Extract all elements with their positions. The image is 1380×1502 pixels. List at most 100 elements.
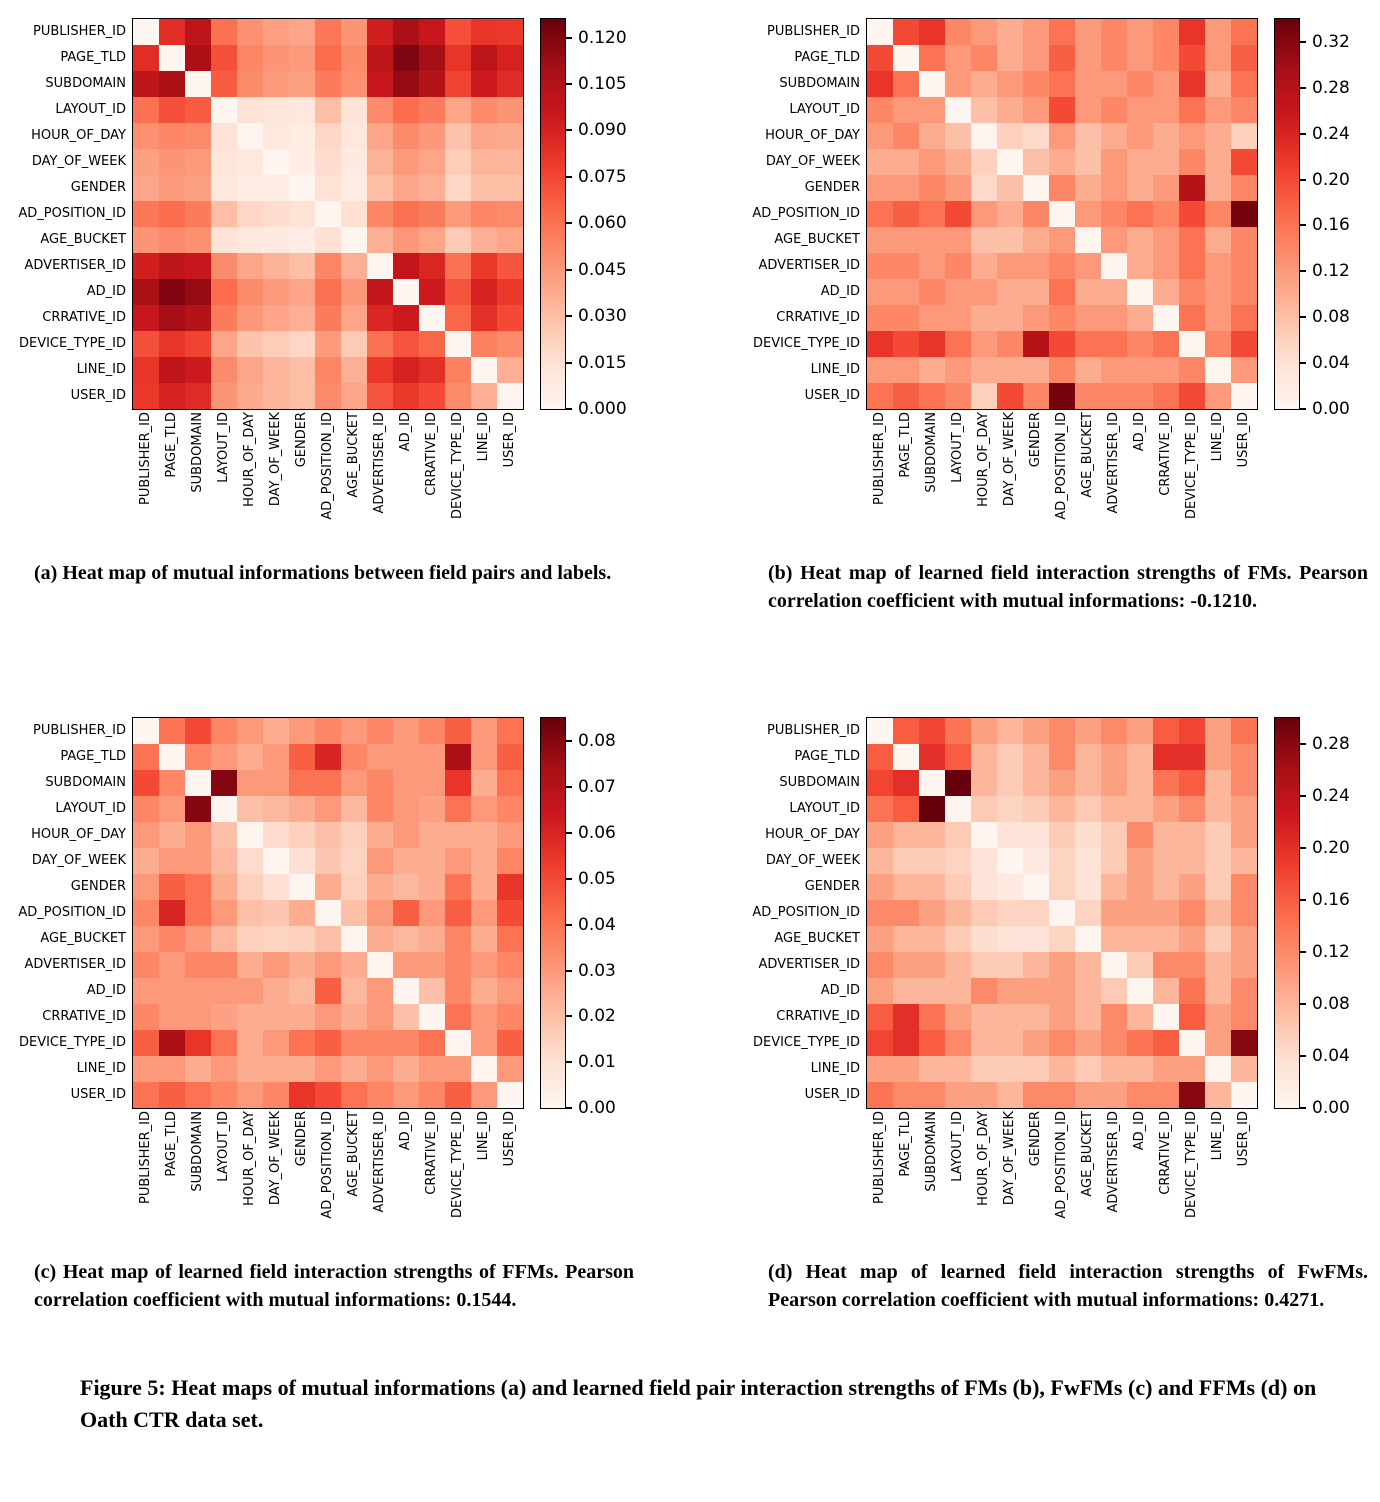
heatmap-cell (1075, 123, 1101, 149)
heatmap-cell (445, 1056, 471, 1083)
heatmap-cell (393, 331, 419, 357)
x-axis-label: GENDER (289, 412, 315, 532)
x-axis-label-text: ADVERTISER_ID (372, 1111, 387, 1213)
heatmap-cell (1075, 1004, 1101, 1031)
heatmap-cell (419, 1056, 445, 1083)
heatmap-cell (263, 227, 289, 253)
heatmap-cell (159, 227, 185, 253)
heatmap-cell (1179, 926, 1205, 953)
heatmap-cell (919, 123, 945, 149)
heatmap-cell (1049, 796, 1075, 823)
heatmap-cell (945, 1056, 971, 1083)
heatmap-cell (341, 227, 367, 253)
heatmap-cell (919, 952, 945, 979)
heatmap-cell (945, 744, 971, 771)
heatmap-cell (867, 978, 893, 1005)
heatmap-cell (997, 123, 1023, 149)
heatmap-cell (1101, 201, 1127, 227)
colorbar-tick-label: 0.05 (578, 868, 616, 889)
colorbar-tick-label: 0.28 (1312, 734, 1350, 755)
colorbar-tick-label: 0.20 (1312, 169, 1350, 190)
heatmap-cell (159, 97, 185, 123)
heatmap-cell (1179, 1004, 1205, 1031)
heatmap-cell (1049, 279, 1075, 305)
heatmap-cell (133, 357, 159, 383)
heatmap-cell (945, 279, 971, 305)
heatmap-cell (1205, 45, 1231, 71)
heatmap-cell (1023, 822, 1049, 849)
heatmap-cell (1127, 926, 1153, 953)
x-axis-label-text: CRRATIVE_ID (1158, 1111, 1173, 1195)
heatmap-cell (445, 357, 471, 383)
heatmap-cell (315, 123, 341, 149)
x-axis-label: SUBDOMAIN (919, 412, 945, 532)
heatmap-grid (866, 717, 1258, 1110)
heatmap-plot-a: PUBLISHER_ID PAGE_TLD SUBDOMAIN LAYOUT_ID HO… (14, 18, 650, 419)
colorbar-gradient (1274, 717, 1300, 1110)
heatmap-cell (971, 331, 997, 357)
heatmap-cell (971, 718, 997, 745)
heatmap-cell (1231, 744, 1257, 771)
heatmap-cell (1127, 279, 1153, 305)
colorbar-tick-mark (566, 268, 572, 271)
heatmap-cell (1049, 848, 1075, 875)
heatmap-cell (971, 1030, 997, 1057)
heatmap-cell (211, 45, 237, 71)
heatmap-cell (945, 357, 971, 383)
heatmap-cell (445, 796, 471, 823)
x-axis-label-text: GENDER (1028, 1111, 1043, 1167)
heatmap-cell (1101, 900, 1127, 927)
heatmap-cell (471, 97, 497, 123)
y-axis-label: PAGE_TLD (794, 749, 860, 765)
heatmap-cell (1179, 175, 1205, 201)
heatmap-plot-b: PUBLISHER_ID PAGE_TLD SUBDOMAIN LAYOUT_ID HO… (748, 18, 1380, 419)
heatmap-cell (237, 926, 263, 953)
heatmap-cell (445, 848, 471, 875)
heatmap-cell (1231, 822, 1257, 849)
heatmap-cell (867, 305, 893, 331)
heatmap-cell (341, 253, 367, 279)
y-axis-label: ADVERTISER_ID (758, 258, 861, 273)
x-axis-label-text: HOUR_OF_DAY (976, 412, 991, 507)
heatmap-cell (419, 822, 445, 849)
y-axis-label: DEVICE_TYPE_ID (752, 1035, 860, 1051)
heatmap-cell (971, 848, 997, 875)
heatmap-cell (1153, 357, 1179, 383)
heatmap-cell (237, 796, 263, 823)
heatmap-cell (997, 149, 1023, 175)
heatmap-cell (1127, 123, 1153, 149)
y-axis-labels: PUBLISHER_ID PAGE_TLD SUBDOMAIN LAYOUT_ID HO… (14, 717, 132, 1108)
heatmap-cell (133, 279, 159, 305)
heatmap-cell (1023, 201, 1049, 227)
heatmap-cell (133, 253, 159, 279)
colorbar-tick-mark (566, 877, 572, 880)
heatmap-cell (1179, 383, 1205, 409)
heatmap-cell (919, 149, 945, 175)
heatmap-cell (315, 331, 341, 357)
heatmap-cell (893, 383, 919, 409)
heatmap-cell (1075, 848, 1101, 875)
heatmap-cell (919, 279, 945, 305)
heatmap-cell (1205, 383, 1231, 409)
heatmap-cell (367, 331, 393, 357)
heatmap-cell (919, 796, 945, 823)
x-axis-label: AD_POSITION_ID (315, 412, 341, 532)
heatmap-cell (945, 718, 971, 745)
panel-c: PUBLISHER_ID PAGE_TLD SUBDOMAIN LAYOUT_ID HO… (0, 705, 690, 1314)
heatmap-cell (315, 848, 341, 875)
heatmap-cell (393, 227, 419, 253)
heatmap-cell (1127, 952, 1153, 979)
heatmap-cell (945, 383, 971, 409)
heatmap-cell (1101, 331, 1127, 357)
heatmap-cell (1023, 71, 1049, 97)
heatmap-cell (237, 19, 263, 45)
heatmap-cell (315, 822, 341, 849)
heatmap-grid (132, 18, 524, 410)
heatmap-cell (1049, 175, 1075, 201)
heatmap-cell (159, 45, 185, 71)
x-axis-label: PAGE_TLD (159, 1111, 185, 1231)
colorbar-tick-mark (566, 175, 572, 178)
heatmap-cell (1023, 227, 1049, 253)
x-axis-label: AD_POSITION_ID (1049, 412, 1075, 532)
heatmap-cell (1153, 822, 1179, 849)
